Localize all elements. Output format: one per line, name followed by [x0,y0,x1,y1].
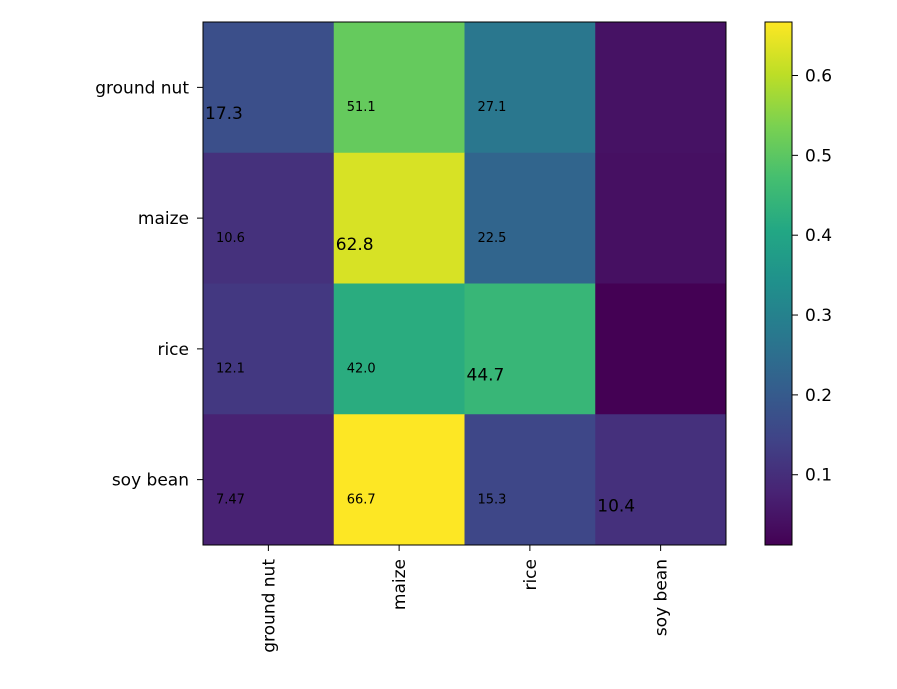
colorbar-ticks: 0.1 0.2 0.3 0.4 0.5 0.6 [792,66,832,486]
heatmap-cell [595,414,727,546]
cell-value-label: 7.47 [216,492,245,507]
cell-value-label: 27.1 [478,100,507,115]
heatmap-cell [464,22,596,154]
heatmap-cell [333,283,465,415]
x-axis: ground nut maize rice soy bean [259,545,672,653]
cell-value-label: 15.3 [478,492,507,507]
plot-frame [202,21,727,546]
colorbar-tick-label: 0.6 [805,66,832,86]
x-tick-label: soy bean [652,559,672,636]
colorbar-tick-label: 0.4 [805,226,832,246]
cell-value-label: 10.4 [597,496,635,516]
y-axis: ground nut maize rice soy bean [95,78,203,491]
heatmap-cell [464,283,596,415]
cell-value-label: 17.3 [205,104,243,124]
y-tick-label: maize [138,209,189,229]
colorbar-tick-label: 0.3 [805,306,832,326]
heatmap-cell [203,22,335,154]
colorbar-tick-label: 0.2 [805,386,832,406]
heatmap-cell [595,152,727,284]
heatmap-cell [333,152,465,284]
x-tick-label: ground nut [259,559,279,653]
y-tick-label: soy bean [112,471,189,491]
heatmap-cells [203,22,727,546]
cell-value-label: 44.7 [467,366,505,386]
heatmap-cell [464,414,596,546]
colorbar-gradient [765,22,792,545]
heatmap-cell [203,283,335,415]
heatmap-cell [203,152,335,284]
cell-value-label: 66.7 [347,492,376,507]
heatmap-cell [203,414,335,546]
x-tick-label: rice [521,559,541,591]
heatmap-cell [333,22,465,154]
colorbar-tick-label: 0.1 [805,466,832,486]
colorbar-frame [764,21,793,546]
heatmap-cell [464,152,596,284]
cell-value-label: 12.1 [216,362,245,377]
heatmap-cell [595,283,727,415]
heatmap-cell [595,22,727,154]
cell-value-label: 51.1 [347,100,376,115]
colorbar: 0.1 0.2 0.3 0.4 0.5 0.6 [764,21,832,546]
cell-value-label: 10.6 [216,231,245,246]
y-tick-label: rice [157,340,189,360]
heatmap-cell-labels: 17.3 51.1 27.1 10.6 62.8 22.5 12.1 42.0 44.7 7.47… [205,100,635,516]
colorbar-tick-label: 0.5 [805,146,832,166]
cell-value-label: 62.8 [336,235,374,255]
heatmap-cell [333,414,465,546]
cell-value-label: 22.5 [478,231,507,246]
y-tick-label: ground nut [95,78,189,98]
x-tick-label: maize [390,559,410,610]
cell-value-label: 42.0 [347,362,376,377]
